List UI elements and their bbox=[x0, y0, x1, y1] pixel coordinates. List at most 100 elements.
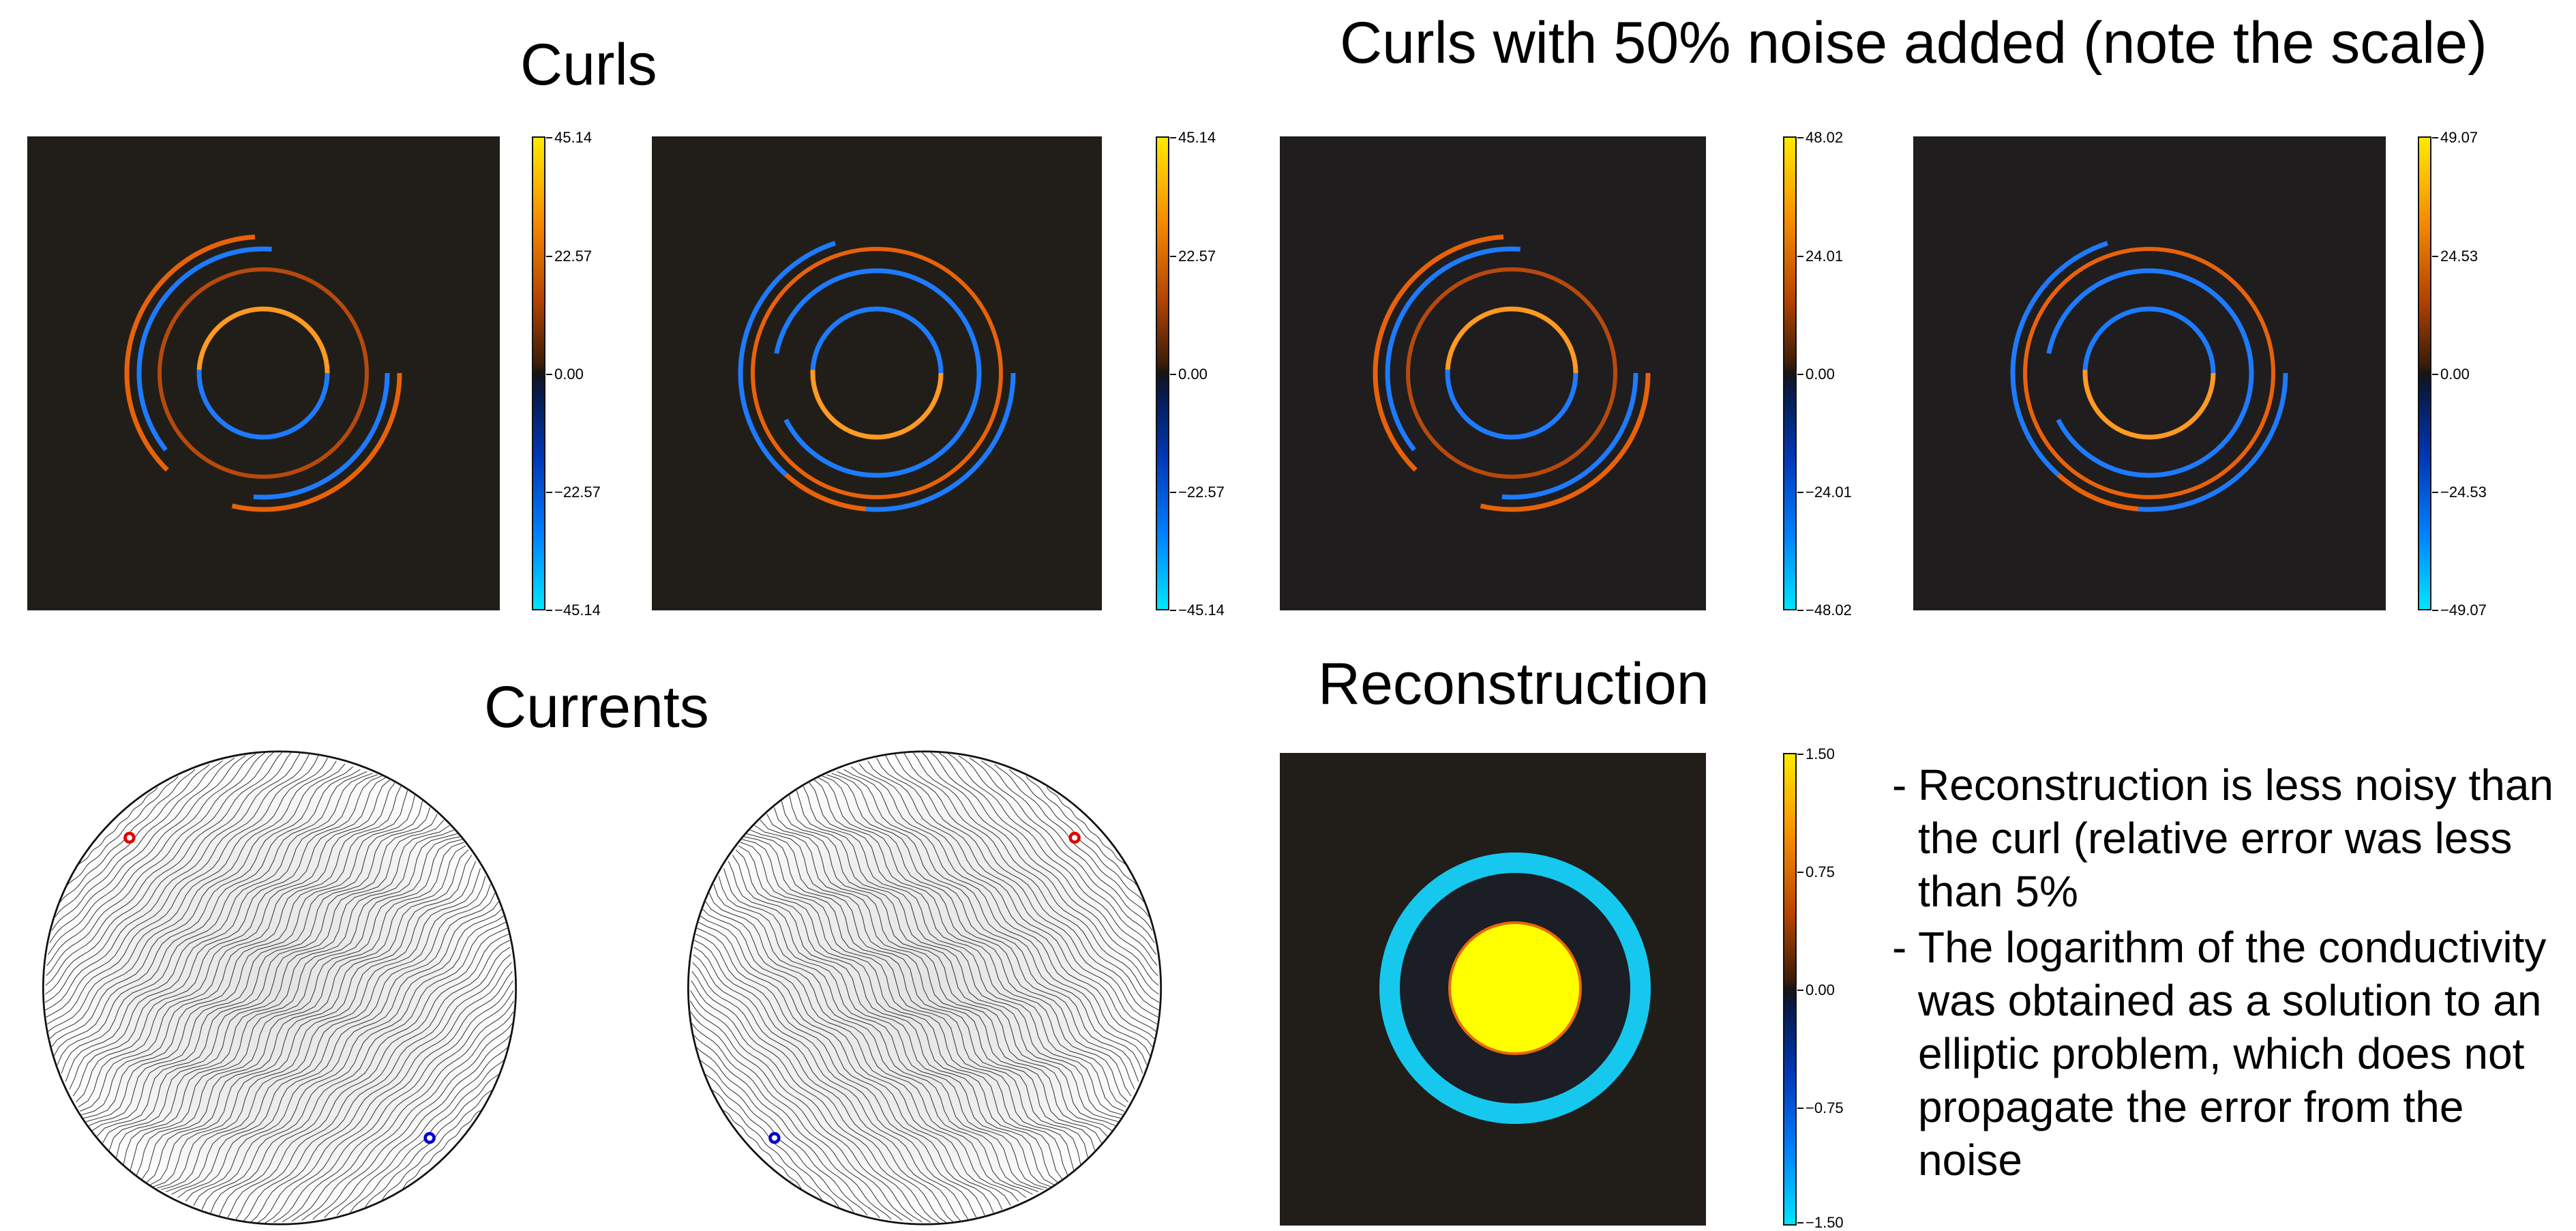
title-curls: Curls bbox=[520, 32, 657, 98]
note-text: The logarithm of the conductivity was ob… bbox=[1918, 923, 2547, 1185]
source-electrode bbox=[1068, 831, 1081, 844]
note-item: - The logarithm of the conductivity was … bbox=[1892, 921, 2567, 1187]
tick-label: 0.00 bbox=[546, 366, 584, 383]
current-streamline bbox=[802, 784, 1123, 1116]
tick-label: 0.00 bbox=[1170, 366, 1208, 383]
tick-label: 49.07 bbox=[2431, 129, 2478, 146]
ring-inner-orange bbox=[196, 306, 330, 440]
reconstruction-panel bbox=[1280, 753, 1706, 1226]
current-streamline bbox=[85, 795, 416, 1123]
current-streamline bbox=[894, 753, 1160, 1018]
current-streamline bbox=[813, 778, 1126, 1108]
current-streamline bbox=[694, 933, 978, 1219]
current-streamline bbox=[749, 829, 1088, 1158]
colorbar-noisy-2 bbox=[2418, 136, 2431, 610]
current-streamline bbox=[788, 795, 1120, 1123]
current-streamline bbox=[691, 970, 940, 1223]
current-streamline bbox=[402, 1110, 481, 1190]
current-streamline bbox=[920, 750, 1159, 995]
current-streamline bbox=[76, 777, 387, 1103]
tick-label: −48.02 bbox=[1797, 602, 1852, 619]
current-streamline bbox=[693, 954, 955, 1223]
current-streamline bbox=[312, 1022, 513, 1220]
tick-label: −45.14 bbox=[1170, 602, 1225, 619]
recon-core bbox=[1448, 921, 1582, 1055]
current-streamline bbox=[712, 1090, 823, 1201]
current-streamline bbox=[691, 980, 931, 1223]
current-streamline bbox=[807, 781, 1124, 1112]
current-streamline bbox=[969, 757, 1155, 943]
tick-label: −24.53 bbox=[2432, 484, 2487, 501]
note-bullet: - bbox=[1892, 760, 1907, 810]
current-streamline bbox=[57, 769, 361, 1065]
title-reconstruction: Reconstruction bbox=[1318, 651, 1709, 717]
current-streamline bbox=[1025, 776, 1137, 886]
note-text: Reconstruction is less noisy than the cu… bbox=[1918, 760, 2553, 916]
current-streamline bbox=[81, 784, 402, 1116]
current-streamline bbox=[44, 751, 293, 1003]
current-streamline bbox=[851, 766, 1151, 1057]
current-streamline bbox=[46, 758, 328, 1033]
current-streamline bbox=[723, 867, 1044, 1190]
sink-electrode bbox=[768, 1131, 781, 1144]
current-streamline bbox=[108, 825, 450, 1151]
current-streamline bbox=[760, 820, 1102, 1144]
current-streamline bbox=[149, 849, 469, 1186]
current-streamline bbox=[44, 752, 301, 1011]
current-streamline bbox=[837, 771, 1143, 1074]
current-streamline bbox=[1046, 787, 1126, 865]
tick-label: −49.07 bbox=[2432, 602, 2487, 619]
current-streamline bbox=[698, 914, 1003, 1210]
colorbar-recon bbox=[1783, 753, 1797, 1226]
current-streamline bbox=[690, 990, 923, 1223]
current-streamline bbox=[47, 755, 246, 955]
current-streamline bbox=[740, 842, 1063, 1181]
current-streamline bbox=[903, 752, 1160, 1011]
tick-label: 45.14 bbox=[1169, 129, 1216, 146]
current-streamline bbox=[153, 855, 473, 1187]
current-streamline bbox=[49, 757, 235, 943]
current-streamline bbox=[78, 778, 391, 1108]
current-streamline bbox=[80, 781, 397, 1112]
current-streamline bbox=[157, 861, 477, 1189]
current-streamline bbox=[50, 763, 346, 1049]
current-streamline bbox=[713, 884, 1033, 1195]
current-streamline bbox=[695, 927, 986, 1217]
tick-label: 48.02 bbox=[1797, 129, 1844, 146]
colorbar-curl-2 bbox=[1156, 136, 1169, 610]
current-streamline bbox=[44, 753, 310, 1018]
current-streamline bbox=[858, 763, 1154, 1049]
current-streamline bbox=[822, 775, 1132, 1097]
noisy-curl-panel-1 bbox=[1280, 136, 1706, 610]
ring-middle-orange bbox=[158, 267, 369, 479]
current-streamline bbox=[746, 833, 1081, 1165]
colorbar-curl-1 bbox=[532, 136, 545, 610]
current-streamline bbox=[336, 1046, 509, 1216]
current-streamline bbox=[165, 876, 486, 1192]
current-streamline bbox=[885, 755, 1159, 1026]
current-streamline bbox=[250, 954, 511, 1223]
current-streamline bbox=[701, 907, 1011, 1206]
current-streamline bbox=[744, 836, 1075, 1171]
tick-label: −22.57 bbox=[1170, 484, 1225, 501]
current-streamline bbox=[46, 753, 256, 966]
current-streamline bbox=[843, 769, 1148, 1065]
current-streamline bbox=[929, 751, 1159, 986]
current-streamline bbox=[732, 855, 1051, 1187]
tick-label: 1.50 bbox=[1797, 745, 1835, 762]
current-streamline bbox=[693, 947, 962, 1223]
tick-label: 22.57 bbox=[545, 248, 593, 265]
current-streamline bbox=[728, 861, 1047, 1189]
current-streamline bbox=[796, 789, 1122, 1119]
current-streamline bbox=[692, 962, 947, 1223]
current-streamline bbox=[61, 771, 368, 1074]
current-streamline bbox=[171, 884, 491, 1195]
current-streamline bbox=[177, 892, 496, 1198]
current-streamline bbox=[123, 833, 458, 1165]
tick-label: 45.14 bbox=[545, 129, 593, 146]
current-streamline bbox=[96, 814, 438, 1138]
current-streamline bbox=[324, 1034, 511, 1218]
current-streamline bbox=[51, 760, 223, 931]
current-streamline bbox=[282, 990, 514, 1223]
sink-electrode bbox=[423, 1131, 436, 1144]
